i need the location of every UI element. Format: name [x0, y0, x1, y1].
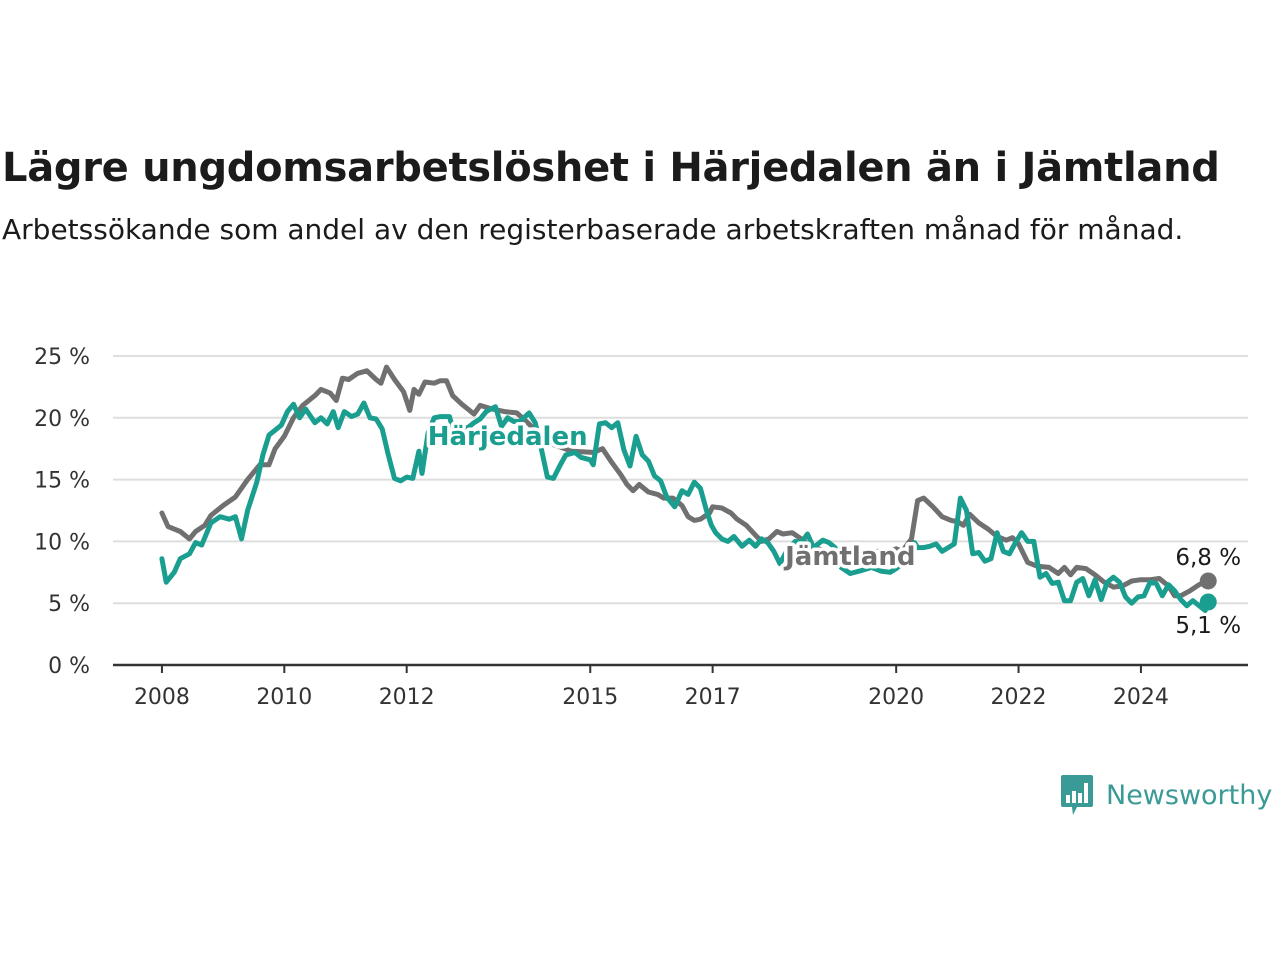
series-label-halo: Härjedalen — [428, 422, 588, 452]
gridlines — [113, 355, 1248, 667]
x-tick-label: 2024 — [1113, 685, 1169, 710]
chart-title: Lägre ungdomsarbetslöshet i Härjedalen ä… — [2, 145, 1220, 191]
series-label: Jämtland — [783, 542, 915, 572]
series-label-halo: Jämtland — [783, 542, 915, 572]
end-value-label: 5,1 % — [1175, 613, 1241, 639]
y-tick-label: 5 % — [48, 592, 90, 617]
x-tick-label: 2022 — [991, 685, 1047, 710]
newsworthy-bar-chart-icon — [1060, 773, 1094, 817]
y-tick-label: 15 % — [34, 469, 90, 494]
x-tick-label: 2008 — [134, 685, 190, 710]
series-lines — [159, 364, 1211, 614]
chart-subtitle: Arbetssökande som andel av den registerb… — [2, 213, 1184, 246]
newsworthy-logo: Newsworthy — [1060, 773, 1272, 817]
y-tick-label: 25 % — [34, 345, 90, 370]
y-tick-label: 10 % — [34, 530, 90, 555]
x-axis-tick-labels: 2008 2010 2012 2015 2017 2020 2022 2024 — [134, 665, 1169, 710]
y-tick-label: 0 % — [48, 654, 90, 679]
y-axis-tick-labels: 0 % 5 % 10 % 15 % 20 % 25 % — [34, 345, 90, 679]
x-tick-label: 2020 — [868, 685, 924, 710]
x-tick-label: 2015 — [562, 685, 618, 710]
end-dot — [1199, 572, 1217, 590]
series-label: Härjedalen — [428, 422, 588, 452]
x-tick-label: 2012 — [379, 685, 435, 710]
end-value-label: 6,8 % — [1175, 545, 1241, 571]
x-tick-label: 2010 — [256, 685, 312, 710]
y-tick-label: 20 % — [34, 407, 90, 432]
brand-name: Newsworthy — [1106, 779, 1273, 811]
x-tick-label: 2017 — [685, 685, 741, 710]
series-line-j-mtland — [159, 364, 1211, 599]
end-markers: 6,8 % 5,1 % — [1175, 545, 1241, 639]
end-dot — [1199, 593, 1217, 611]
series-line-h-rjedalen — [159, 400, 1211, 614]
